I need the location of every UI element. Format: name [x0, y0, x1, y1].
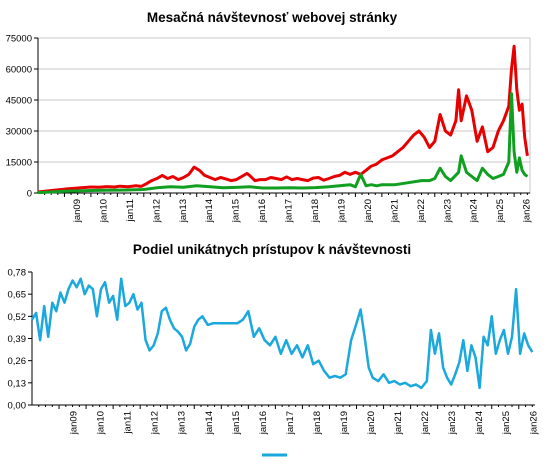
y-tick-label: 0,78 — [8, 268, 27, 279]
y-tick-label: 0,00 — [8, 401, 27, 412]
x-tick-label: jan14 — [204, 199, 215, 223]
x-tick-label: jan18 — [310, 199, 321, 223]
y-tick-label: 0,39 — [8, 334, 27, 345]
x-tick-label: jan11 — [125, 199, 136, 223]
y-tick-label: 15000 — [6, 158, 32, 169]
x-tick-label: jan26 — [522, 199, 533, 223]
x-tick-label: jan13 — [178, 199, 189, 223]
x-tick-label: jan09 — [69, 411, 80, 435]
x-tick-label: jan20 — [366, 411, 377, 435]
x-tick-label: jan10 — [96, 411, 107, 435]
x-tick-label: jan16 — [258, 411, 269, 435]
x-tick-label: jan12 — [151, 199, 162, 223]
x-tick-label: jan17 — [285, 411, 296, 435]
y-tick-label: 75000 — [6, 34, 32, 45]
x-tick-label: jan21 — [393, 411, 404, 435]
x-tick-label: jan23 — [442, 199, 453, 223]
y-tick-label: 30000 — [6, 127, 32, 138]
x-tick-label: jan22 — [420, 411, 431, 435]
bottom-chart-title: Podiel unikátnych prístupov k návštevnos… — [133, 242, 411, 257]
x-tick-label: jan15 — [231, 411, 242, 435]
x-tick-label: jan12 — [150, 411, 161, 435]
x-tick-label: jan23 — [447, 411, 458, 435]
y-tick-label: 45000 — [6, 96, 32, 107]
y-tick-label: 0,26 — [8, 356, 27, 367]
y-tick-label: 0 — [27, 189, 32, 200]
y-tick-label: 60000 — [6, 65, 32, 76]
x-tick-label: jan18 — [312, 411, 323, 435]
y-tick-label: 0,65 — [8, 290, 27, 301]
x-tick-label: jan25 — [501, 411, 512, 435]
x-tick-label: jan22 — [416, 199, 427, 223]
x-tick-label: jan19 — [336, 199, 347, 223]
x-tick-label: jan25 — [495, 199, 506, 223]
series-line-0 — [37, 44, 529, 194]
x-tick-label: jan10 — [98, 199, 109, 223]
x-tick-label: jan15 — [231, 199, 242, 223]
x-tick-label: jan11 — [123, 411, 134, 435]
x-tick-label: jan19 — [339, 411, 350, 435]
x-tick-label: jan26 — [528, 411, 539, 435]
x-tick-label: jan16 — [257, 199, 268, 223]
x-tick-label: jan14 — [204, 411, 215, 435]
x-tick-label: jan24 — [474, 411, 485, 435]
x-tick-label: jan13 — [177, 411, 188, 435]
x-tick-label: jan17 — [284, 199, 295, 223]
series-line-0 — [30, 277, 534, 390]
y-tick-label: 0,13 — [8, 378, 27, 389]
x-tick-label: jan09 — [72, 199, 83, 223]
x-tick-label: jan24 — [469, 199, 480, 223]
x-tick-label: jan20 — [363, 199, 374, 223]
bottom-chart: 0,00 0,13 0,26 0,39 0,52 0,65 0,78 jan09 jan10 ja… — [8, 268, 540, 436]
top-chart: 0 15000 30000 45000 60000 75000 jan09 jan10 jan1… — [6, 34, 533, 224]
y-tick-label: 0,52 — [8, 312, 27, 323]
top-chart-title: Mesačná návštevnosť webovej stránky — [147, 10, 398, 25]
series-line-1 — [37, 92, 529, 195]
x-tick-label: jan21 — [389, 199, 400, 223]
